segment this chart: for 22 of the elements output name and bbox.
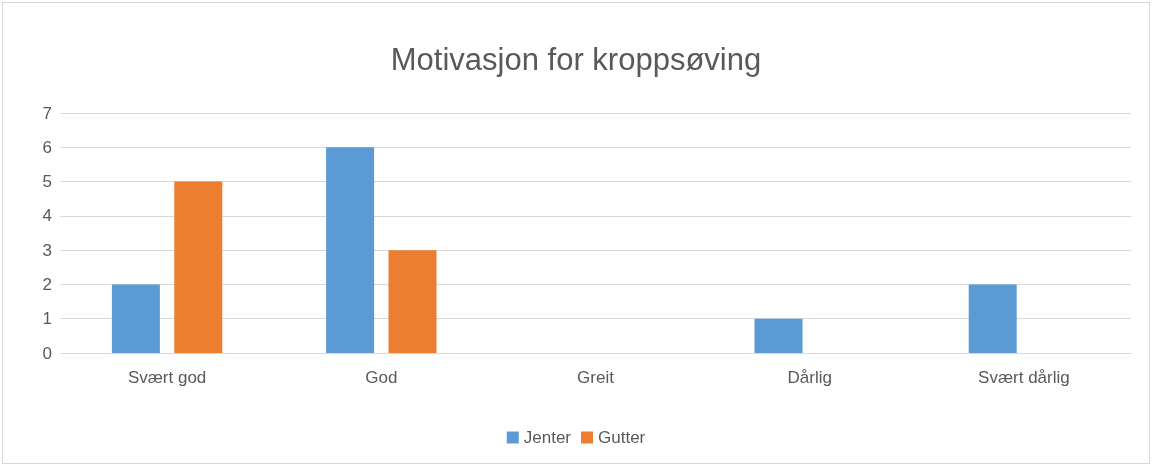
bar [111,284,160,353]
y-tick-label: 6 [42,137,52,157]
y-tick-label: 4 [42,206,52,226]
y-tick-label: 1 [42,309,52,329]
x-tick-label: Greit [577,368,615,387]
x-tick-label: Dårlig [787,368,832,387]
x-tick-label: Svært dårlig [978,368,1070,387]
x-tick-label: God [365,368,398,387]
y-tick-label: 5 [42,172,52,192]
bar [968,284,1017,353]
chart-title: Motivasjon for kroppsøving [390,42,762,77]
y-tick-label: 7 [42,103,52,123]
legend-label: Jenter [523,428,572,447]
bar [388,250,437,353]
bar [754,318,803,353]
x-tick-label: Svært god [127,368,207,387]
bar [326,147,375,353]
bar [174,181,223,353]
y-tick-label: 3 [42,240,52,260]
legend-label: Gutter [598,428,646,447]
y-tick-label: 0 [42,343,52,363]
y-tick-label: 2 [42,274,52,294]
